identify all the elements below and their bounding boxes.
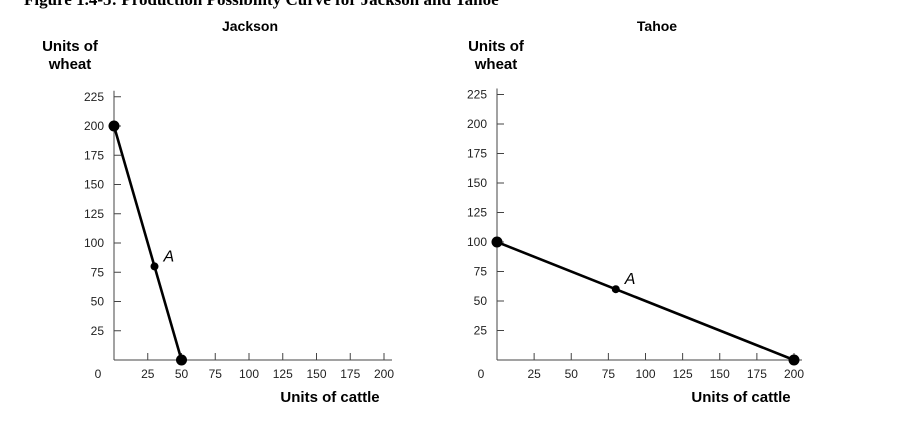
jackson-xlabel: Units of cattle bbox=[280, 389, 379, 406]
jackson-point bbox=[108, 120, 120, 132]
jackson-ytick-label: 175 bbox=[84, 148, 104, 162]
jackson-ytick-label: 75 bbox=[91, 265, 105, 279]
tahoe-point bbox=[788, 354, 800, 366]
tahoe-xtick-label: 175 bbox=[747, 367, 767, 381]
tahoe-ytick-label: 225 bbox=[467, 88, 487, 102]
jackson-ytick-label: 100 bbox=[84, 236, 104, 250]
tahoe-point bbox=[491, 236, 503, 248]
tahoe-ytick-label: 100 bbox=[467, 235, 487, 249]
tahoe-ytick-label: 25 bbox=[474, 324, 488, 338]
tahoe-panel-title: Tahoe bbox=[637, 18, 677, 34]
tahoe-xtick-label: 125 bbox=[673, 367, 693, 381]
jackson-xtick-label: 175 bbox=[340, 367, 360, 381]
jackson-ytick-label: 25 bbox=[91, 324, 105, 338]
tahoe-ytick-label: 125 bbox=[467, 206, 487, 220]
tahoe-xtick-label: 200 bbox=[784, 367, 804, 381]
tahoe-xtick-label: 100 bbox=[635, 367, 655, 381]
jackson-xtick-label: 200 bbox=[374, 367, 394, 381]
tahoe-ylabel-line: wheat bbox=[474, 56, 518, 73]
tahoe-xtick-label: 75 bbox=[602, 367, 616, 381]
figure-title: Figure 1.4-5: Production Possibility Cur… bbox=[24, 0, 499, 10]
jackson-point bbox=[150, 262, 159, 271]
jackson-xtick-label: 0 bbox=[95, 367, 102, 381]
tahoe-point-label: A bbox=[624, 271, 636, 288]
jackson-ytick-label: 225 bbox=[84, 90, 104, 104]
jackson-xtick-label: 125 bbox=[273, 367, 293, 381]
jackson-panel-title: Jackson bbox=[222, 18, 278, 34]
tahoe-xtick-label: 150 bbox=[710, 367, 730, 381]
tahoe-ytick-label: 150 bbox=[467, 176, 487, 190]
tahoe-ytick-label: 175 bbox=[467, 147, 487, 161]
tahoe-xtick-label: 0 bbox=[478, 367, 485, 381]
tahoe-xtick-label: 50 bbox=[565, 367, 579, 381]
tahoe-ytick-label: 50 bbox=[474, 294, 488, 308]
jackson-xtick-label: 100 bbox=[239, 367, 259, 381]
jackson-ytick-label: 150 bbox=[84, 178, 104, 192]
tahoe-ytick-label: 200 bbox=[467, 117, 487, 131]
jackson-xtick-label: 50 bbox=[175, 367, 189, 381]
tahoe-xtick-label: 25 bbox=[527, 367, 541, 381]
jackson-xtick-label: 75 bbox=[209, 367, 223, 381]
jackson-ytick-label: 125 bbox=[84, 207, 104, 221]
tahoe-ylabel-line: Units of bbox=[468, 38, 525, 55]
jackson-ppc-line bbox=[112, 125, 183, 361]
jackson-ylabel-line: wheat bbox=[48, 56, 92, 73]
jackson-xtick-label: 25 bbox=[141, 367, 155, 381]
tahoe-ppc-line bbox=[496, 240, 795, 362]
tahoe-ytick-label: 75 bbox=[474, 265, 488, 279]
jackson-xtick-label: 150 bbox=[306, 367, 326, 381]
jackson-point-label: A bbox=[163, 248, 175, 265]
jackson-ytick-label: 50 bbox=[91, 295, 105, 309]
jackson-ylabel-line: Units of bbox=[42, 38, 99, 55]
tahoe-xlabel: Units of cattle bbox=[691, 389, 790, 406]
jackson-ytick-label: 200 bbox=[84, 119, 104, 133]
tahoe-point bbox=[611, 285, 620, 294]
jackson-point bbox=[176, 354, 187, 366]
